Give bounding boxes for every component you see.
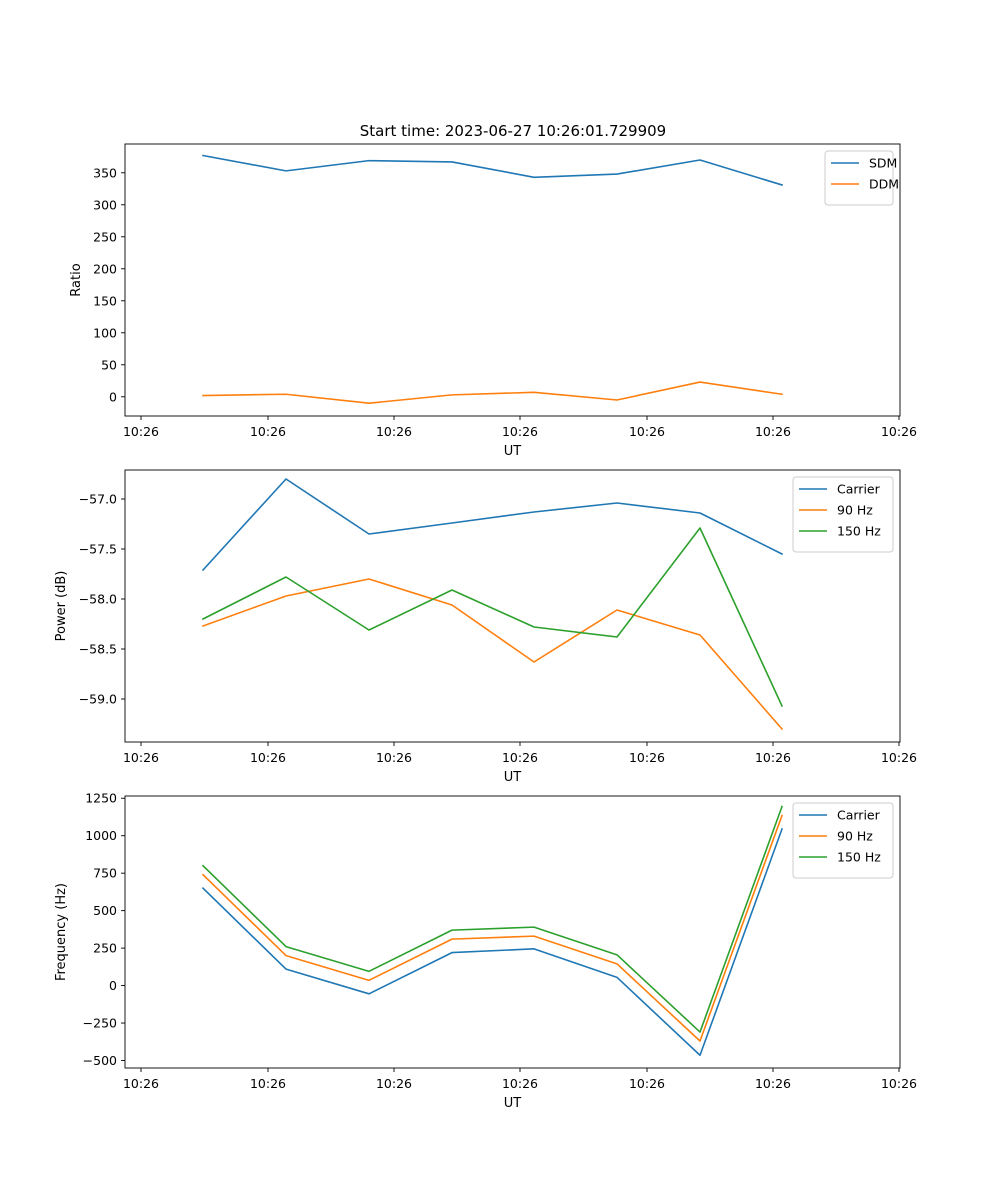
x-axis-label: UT — [504, 1096, 522, 1111]
legend-label: 150 Hz — [837, 524, 881, 539]
series-line-carrier — [201, 827, 784, 1057]
y-tick-label: 0 — [109, 978, 117, 993]
y-tick-label: 500 — [93, 903, 117, 918]
y-tick-label: −57.5 — [79, 542, 117, 557]
series-line-90-hz — [201, 578, 784, 731]
series-line-150-hz — [201, 527, 784, 708]
y-tick-label: 350 — [93, 165, 117, 180]
y-tick-label: 750 — [93, 866, 117, 881]
y-tick-label: −250 — [83, 1016, 117, 1031]
x-tick-label: 10:26 — [755, 1076, 791, 1091]
y-tick-label: −59.0 — [79, 692, 117, 707]
x-tick-label: 10:26 — [376, 1076, 412, 1091]
axes-frame — [124, 143, 901, 417]
legend-label: 90 Hz — [837, 503, 873, 518]
x-tick-label: 10:26 — [755, 750, 791, 765]
legend-box — [792, 802, 894, 879]
x-tick-label: 10:26 — [755, 424, 791, 439]
x-tick-label: 10:26 — [376, 424, 412, 439]
series-line-carrier — [201, 478, 784, 572]
x-tick-label: 10:26 — [250, 424, 286, 439]
series-line-90-hz — [201, 814, 784, 1042]
y-tick-label: 1000 — [85, 828, 117, 843]
legend-box — [824, 150, 894, 206]
y-tick-label: −500 — [83, 1053, 117, 1068]
frequency-subplot: −500 −250 0 250 500 750 1000 1250 10:26 10:26 10:2… — [54, 791, 917, 1111]
legend: SDM DDM — [824, 150, 899, 206]
legend-label: SDM — [869, 156, 897, 171]
legend-box — [792, 476, 894, 553]
series-line-150-hz — [201, 805, 784, 1033]
x-tick-label: 10:26 — [250, 1076, 286, 1091]
figure-title: Start time: 2023-06-27 10:26:01.729909 — [360, 122, 666, 140]
y-tick-label: 50 — [101, 357, 117, 372]
y-tick-label: −58.0 — [79, 592, 117, 607]
y-tick-label: 0 — [109, 389, 117, 404]
axes-frame — [124, 795, 901, 1069]
x-tick-label: 10:26 — [881, 750, 917, 765]
x-tick-label: 10:26 — [502, 750, 538, 765]
y-tick-label: 200 — [93, 261, 117, 276]
legend: Carrier 90 Hz 150 Hz — [792, 476, 894, 553]
y-tick-label: 250 — [93, 941, 117, 956]
x-tick-label: 10:26 — [250, 750, 286, 765]
x-tick-label: 10:26 — [123, 750, 159, 765]
x-axis-label: UT — [504, 444, 522, 459]
x-tick-label: 10:26 — [376, 750, 412, 765]
y-tick-label: 1250 — [85, 791, 117, 806]
y-tick-label: 300 — [93, 197, 117, 212]
x-tick-label: 10:26 — [123, 424, 159, 439]
legend-label: 90 Hz — [837, 829, 873, 844]
legend-label: Carrier — [837, 482, 881, 497]
y-tick-label: −57.0 — [79, 492, 117, 507]
x-tick-label: 10:26 — [881, 424, 917, 439]
series-line-sdm — [202, 154, 783, 186]
x-tick-label: 10:26 — [502, 424, 538, 439]
y-tick-label: 100 — [93, 325, 117, 340]
x-tick-label: 10:26 — [629, 750, 665, 765]
legend-label: 150 Hz — [837, 850, 881, 865]
y-tick-label: 250 — [93, 229, 117, 244]
axes-frame — [124, 469, 901, 743]
series-line-ddm — [202, 381, 783, 405]
y-tick-label: −58.5 — [79, 642, 117, 657]
x-tick-label: 10:26 — [502, 1076, 538, 1091]
x-tick-label: 10:26 — [629, 424, 665, 439]
x-tick-label: 10:26 — [629, 1076, 665, 1091]
ratio-subplot: 0 50 100 150 200 250 300 350 10:26 10:26 10:26 10:2… — [69, 143, 917, 459]
x-tick-label: 10:26 — [123, 1076, 159, 1091]
y-axis-label: Ratio — [69, 263, 84, 296]
power-subplot: −59.0 −58.5 −58.0 −57.5 −57.0 10:26 10:26 10:26… — [54, 469, 917, 785]
y-axis-label: Frequency (Hz) — [54, 883, 69, 981]
y-tick-label: 150 — [93, 293, 117, 308]
y-axis-label: Power (dB) — [54, 571, 69, 642]
legend-label: Carrier — [837, 808, 881, 823]
legend-label: DDM — [869, 177, 899, 192]
x-tick-label: 10:26 — [881, 1076, 917, 1091]
x-axis-label: UT — [504, 770, 522, 785]
legend: Carrier 90 Hz 150 Hz — [792, 802, 894, 879]
